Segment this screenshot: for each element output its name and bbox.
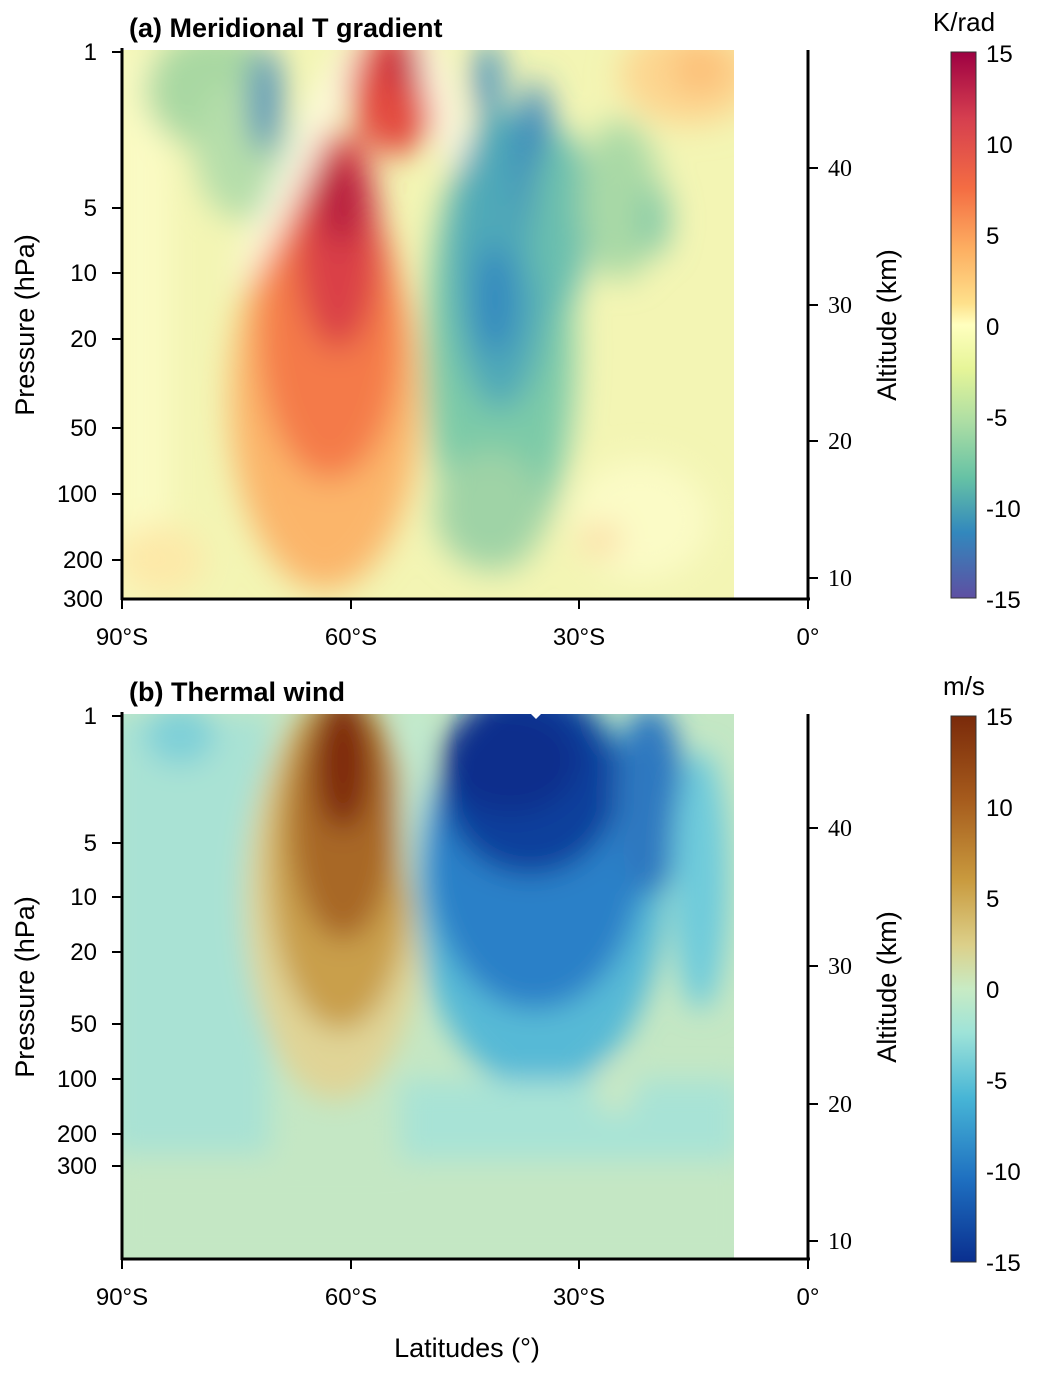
panel-b-y2-axis-label: Altitude (km) (872, 911, 902, 1063)
panel-b-title: (b) Thermal wind (129, 677, 345, 707)
y-tick-label: 20 (70, 939, 97, 966)
colorbar-tick: 15 (986, 41, 1013, 68)
panel-a-y-axis-label: Pressure (hPa) (10, 234, 40, 416)
x-tick-label: 0° (797, 1284, 820, 1311)
y-tick-label: 200 (57, 1121, 97, 1148)
colorbar-tick: 0 (986, 314, 999, 341)
colorbar-unit: m/s (943, 671, 985, 701)
x-tick-label: 30°S (553, 1284, 605, 1311)
y2-tick-label: 20 (828, 1092, 852, 1118)
colorbar-tick: -5 (986, 1068, 1007, 1095)
colorbar-tick: 10 (986, 795, 1013, 822)
colorbar-tick: 5 (986, 886, 999, 913)
x-tick-label: 0° (797, 624, 820, 651)
panel-a-field (123, 50, 734, 599)
y-tick-label: 50 (70, 415, 97, 442)
colorbar-tick: -10 (986, 1159, 1021, 1186)
y-tick-label: 5 (84, 195, 97, 222)
colorbar-tick: -10 (986, 496, 1021, 523)
y2-tick-label: 40 (828, 156, 852, 182)
colorbar-tick: -15 (986, 1250, 1021, 1277)
colorbar-tick: -15 (986, 587, 1021, 614)
y-tick-label: 10 (70, 260, 97, 287)
y-tick-label: 10 (70, 884, 97, 911)
y2-tick-label: 40 (828, 816, 852, 842)
panel-a: (a) Meridional T gradient 1 5 10 20 50 1… (10, 7, 1021, 651)
x-tick-label: 60°S (325, 624, 377, 651)
y2-tick-label: 10 (828, 566, 852, 592)
panel-b-colorbar: m/s 15 10 5 0 -5 -10 -15 (943, 671, 1021, 1277)
panel-b-ticks (112, 715, 818, 1269)
panel-b-field (123, 714, 734, 1258)
y2-tick-label: 10 (828, 1229, 852, 1255)
panel-a-ticks (112, 51, 818, 609)
x-tick-label: 30°S (553, 624, 605, 651)
x-tick-label: 90°S (96, 624, 148, 651)
y-tick-label: 200 (63, 547, 103, 574)
panel-a-y-tick-labels: 1 5 10 20 50 100 200 300 (57, 39, 103, 613)
colorbar-tick: 15 (986, 704, 1013, 731)
y2-tick-label: 20 (828, 429, 852, 455)
y-tick-label: 300 (57, 1153, 97, 1180)
panel-b-x-tick-labels: 90°S 60°S 30°S 0° (96, 1284, 820, 1311)
y-tick-label: 20 (70, 326, 97, 353)
colorbar-tick: 5 (986, 223, 999, 250)
panel-a-x-tick-labels: 90°S 60°S 30°S 0° (96, 624, 820, 651)
y-tick-label: 1 (84, 703, 97, 730)
panel-a-y2-tick-labels: 40 30 20 10 (828, 156, 852, 592)
y2-tick-label: 30 (828, 293, 852, 319)
y-tick-label: 300 (63, 586, 103, 613)
colorbar-unit: K/rad (933, 7, 995, 37)
x-axis-label: Latitudes (°) (394, 1333, 540, 1363)
panel-b-y2-tick-labels: 40 30 20 10 (828, 816, 852, 1255)
panel-b-y-axis-label: Pressure (hPa) (10, 896, 40, 1078)
y2-tick-label: 30 (828, 954, 852, 980)
y-tick-label: 100 (57, 1066, 97, 1093)
x-tick-label: 90°S (96, 1284, 148, 1311)
panel-b-y-tick-labels: 1 5 10 20 50 100 200 300 (57, 703, 97, 1180)
y-tick-label: 100 (57, 481, 97, 508)
y-tick-label: 50 (70, 1011, 97, 1038)
colorbar-tick: 0 (986, 977, 999, 1004)
colorbar-tick: 10 (986, 132, 1013, 159)
colorbar-tick: -5 (986, 405, 1007, 432)
y-tick-label: 5 (84, 830, 97, 857)
panel-a-title: (a) Meridional T gradient (129, 13, 443, 43)
panel-a-y2-axis-label: Altitude (km) (872, 249, 902, 401)
panel-b: (b) Thermal wind 1 5 10 20 50 100 200 30… (10, 671, 1021, 1363)
y-tick-label: 1 (84, 39, 97, 66)
panel-a-colorbar: K/rad 15 10 5 0 -5 -10 -15 (933, 7, 1021, 614)
x-tick-label: 60°S (325, 1284, 377, 1311)
